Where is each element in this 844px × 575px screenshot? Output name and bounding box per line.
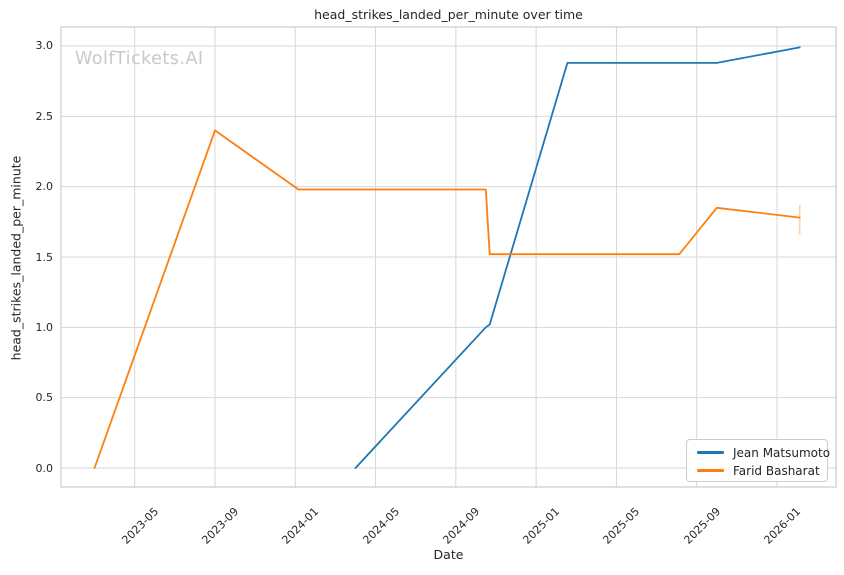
y-tick-label: 3.0 bbox=[35, 39, 54, 53]
chart-title: head_strikes_landed_per_minute over time bbox=[314, 7, 583, 22]
y-tick-label: 0.0 bbox=[35, 461, 54, 475]
legend-label: Farid Basharat bbox=[733, 463, 820, 478]
x-axis-label: Date bbox=[433, 547, 464, 562]
y-tick-label: 2.0 bbox=[35, 180, 54, 194]
y-tick-label: 2.5 bbox=[35, 109, 54, 123]
y-tick-label: 1.5 bbox=[35, 250, 54, 264]
watermark: WolfTickets.AI bbox=[75, 49, 204, 69]
legend: Jean Matsumoto Farid Basharat bbox=[686, 439, 831, 482]
legend-line-swatch-orange bbox=[697, 469, 724, 472]
axes-border bbox=[60, 26, 837, 488]
legend-label: Jean Matsumoto bbox=[733, 445, 831, 460]
legend-entry-jean-matsumoto: Jean Matsumoto bbox=[697, 444, 831, 461]
series-line-jean-matsumoto bbox=[354, 46, 801, 469]
legend-entry-farid-basharat: Farid Basharat bbox=[697, 462, 827, 479]
series-line-farid-basharat bbox=[93, 129, 801, 469]
legend-line-swatch-blue bbox=[697, 451, 724, 454]
y-tick-label: 0.5 bbox=[35, 391, 54, 405]
y-tick-label: 1.0 bbox=[35, 320, 54, 334]
